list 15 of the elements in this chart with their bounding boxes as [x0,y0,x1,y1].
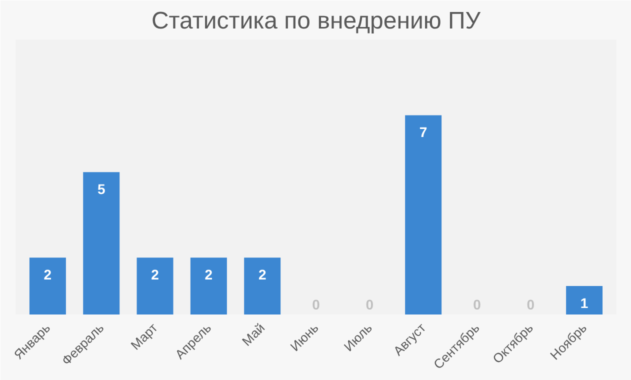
data-label: 2 [151,266,160,283]
data-label: 2 [44,266,52,283]
bar [566,286,603,314]
bar [136,258,174,314]
bar [83,172,120,314]
data-label: 7 [419,124,428,140]
bar [190,258,227,314]
bar [244,258,281,314]
bar [29,258,66,314]
data-label: 2 [258,266,266,283]
bar [405,115,442,314]
data-label: 1 [580,295,588,312]
chart-title: Статистика по внедрению ПУ [151,8,482,34]
data-label: 2 [204,266,213,283]
data-label: 5 [97,181,106,198]
